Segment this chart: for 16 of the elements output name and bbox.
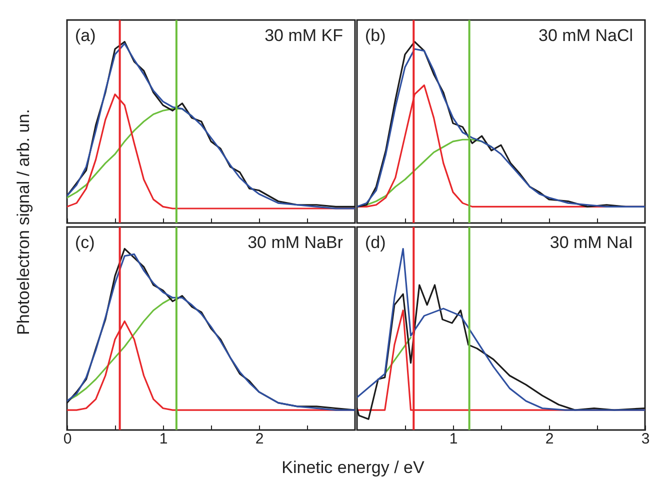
x-tick-label: 2	[545, 430, 554, 448]
x-tick-label: 2	[255, 430, 264, 448]
x-tick-label: 1	[159, 430, 168, 448]
annotation: 30 mM KF	[264, 26, 343, 45]
annotation: (a)	[75, 26, 96, 45]
x-tick-label: 3	[641, 430, 650, 448]
annotation: 30 mM NaCl	[538, 26, 633, 45]
x-tick-label: 1	[449, 430, 458, 448]
y-axis-title: Photoelectron signal / arb. un.	[14, 109, 34, 335]
annotation: 30 mM NaBr	[248, 233, 344, 252]
annotation: (c)	[75, 233, 95, 252]
annotation: (b)	[365, 26, 386, 45]
annotation: (d)	[365, 233, 386, 252]
annotation: 30 mM NaI	[550, 233, 633, 252]
x-tick-label: 0	[63, 430, 72, 448]
x-axis-title: Kinetic energy / eV	[282, 458, 424, 478]
